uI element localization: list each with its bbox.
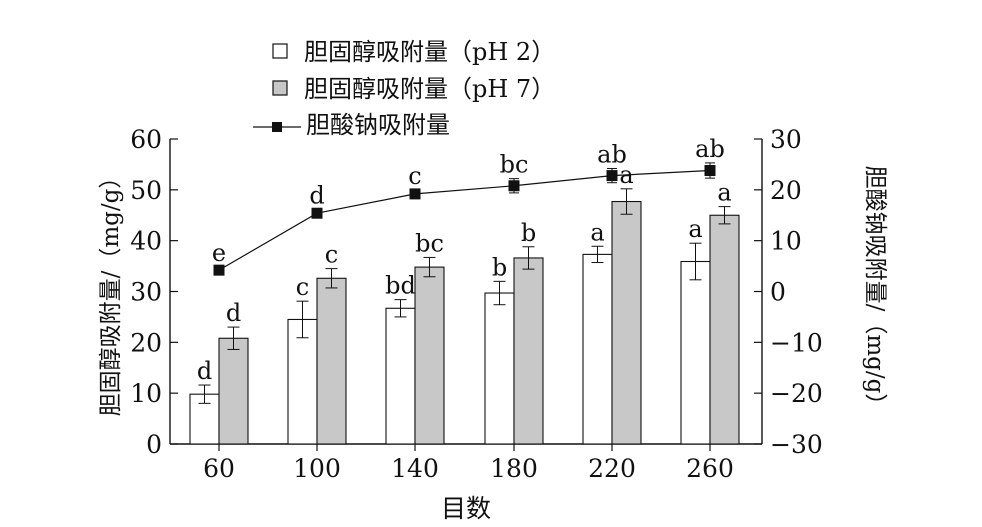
legend-label-cholate: 胆酸钠吸附量 bbox=[306, 111, 450, 139]
line-significance-label: ab bbox=[695, 135, 725, 163]
line-point bbox=[213, 264, 225, 276]
y-tick-label-right: 0 bbox=[770, 278, 786, 307]
line-point bbox=[508, 180, 520, 192]
bar-significance-label: d bbox=[197, 357, 212, 385]
legend-swatch-ph2 bbox=[272, 43, 288, 59]
legend-label-ph2: 胆固醇吸附量（pH 2） bbox=[304, 38, 555, 66]
x-tick-label: 180 bbox=[490, 454, 538, 483]
y-axis-left-title: 胆固醇吸附量/（mg/g） bbox=[98, 166, 124, 417]
bar-significance-label: d bbox=[226, 299, 241, 327]
line-significance-label: bc bbox=[500, 151, 529, 179]
y-tick-label-left: 20 bbox=[130, 328, 162, 357]
bar-ph2 bbox=[287, 318, 318, 445]
y-tick-label-left: 10 bbox=[130, 379, 162, 408]
legend-line-marker bbox=[272, 122, 282, 132]
y-tick-label-right: 10 bbox=[770, 227, 802, 256]
x-tick-label: 60 bbox=[203, 454, 235, 483]
bars bbox=[189, 188, 740, 445]
legend-swatch-ph7 bbox=[272, 80, 288, 96]
cholate-line bbox=[218, 169, 711, 271]
legend-label-ph7: 胆固醇吸附量（pH 7） bbox=[304, 75, 555, 103]
x-tick-label: 140 bbox=[391, 454, 439, 483]
bar-significance-label: c bbox=[296, 273, 309, 301]
line-point bbox=[704, 165, 716, 177]
bar-significance-label: b bbox=[492, 253, 507, 281]
x-tick-label: 260 bbox=[686, 454, 734, 483]
line-significance-label: ab bbox=[597, 140, 627, 168]
legend: 胆固醇吸附量（pH 2） 胆固醇吸附量（pH 7） 胆酸钠吸附量 bbox=[253, 38, 555, 139]
y-tick-label-left: 30 bbox=[130, 278, 162, 307]
bar-significance-label: bd bbox=[385, 272, 416, 300]
x-axis-title: 目数 bbox=[441, 494, 491, 523]
y-tick-label-right: 30 bbox=[770, 125, 802, 154]
y-tick-label-left: 40 bbox=[130, 227, 162, 256]
bar-ph2 bbox=[484, 292, 515, 445]
y-tick-label-right: −10 bbox=[770, 328, 823, 357]
line-significance-label: d bbox=[309, 182, 324, 210]
bar-ph7 bbox=[513, 257, 544, 445]
y-tick-label-right: −20 bbox=[770, 379, 823, 408]
y-tick-label-right: −30 bbox=[770, 430, 823, 459]
line-point bbox=[409, 188, 421, 200]
bar-significance-label: a bbox=[688, 215, 702, 243]
y-axis-right-title: 胆酸钠吸附量/（mg/g） bbox=[862, 166, 888, 417]
line-significance-label: e bbox=[212, 239, 226, 267]
line-significance-label: c bbox=[408, 162, 421, 190]
bar-ph7 bbox=[218, 337, 249, 445]
line-point bbox=[606, 170, 618, 182]
bar-significance-label: a bbox=[619, 161, 633, 189]
bar-significance-label: a bbox=[717, 179, 731, 207]
y-tick-label-right: 20 bbox=[770, 176, 802, 205]
bar-ph2 bbox=[582, 253, 613, 445]
line-series bbox=[213, 162, 716, 276]
bar-significance-label: b bbox=[521, 219, 536, 247]
y-tick-label-left: 50 bbox=[130, 176, 162, 205]
bar-significance-label: bc bbox=[415, 229, 444, 257]
line-point bbox=[311, 207, 323, 219]
bar-ph7 bbox=[611, 200, 642, 445]
bar-significance-label: a bbox=[590, 218, 604, 246]
bar-significance-label: c bbox=[325, 241, 338, 269]
axes: 0 10 20 30 40 50 60 −30 −20 −10 0 10 20 30 60 100 140 180… bbox=[130, 125, 823, 483]
x-tick-label: 220 bbox=[588, 454, 636, 483]
bar-ph2 bbox=[385, 307, 416, 445]
bar-ph7 bbox=[414, 266, 445, 445]
bar-ph7 bbox=[709, 214, 740, 445]
y-tick-label-left: 60 bbox=[130, 125, 162, 154]
x-tick-label: 100 bbox=[293, 454, 341, 483]
bar-ph2 bbox=[680, 260, 711, 445]
y-tick-label-left: 0 bbox=[146, 430, 162, 459]
bar-ph7 bbox=[316, 277, 347, 445]
